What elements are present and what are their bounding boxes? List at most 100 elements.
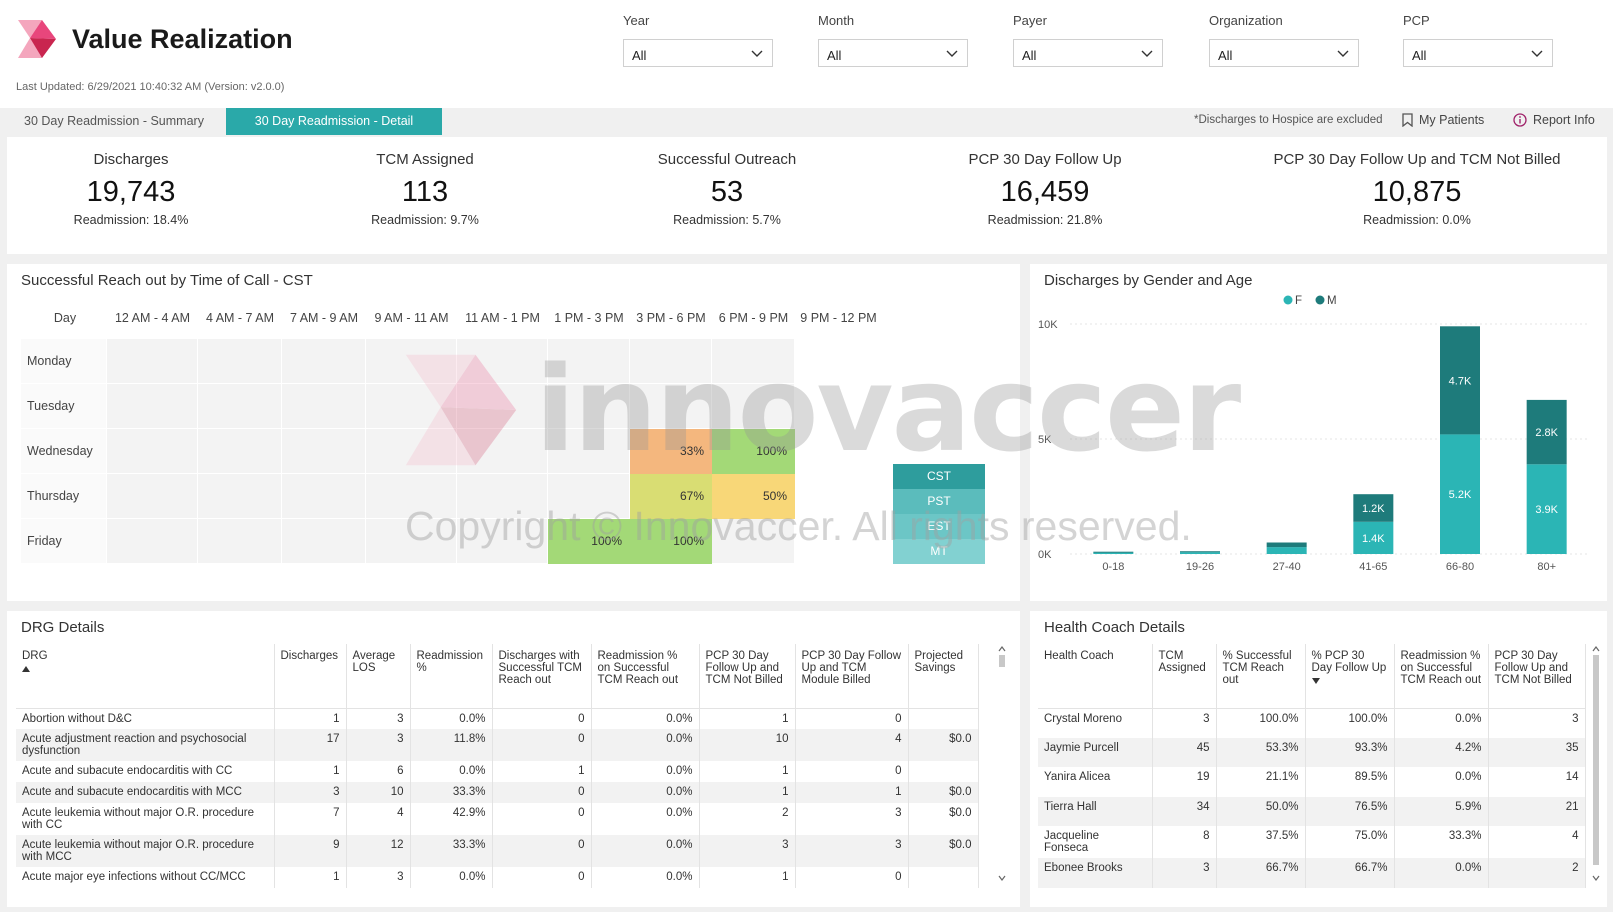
- table-row[interactable]: Jacqueline Fonseca 8 37.5% 75.0% 33.3% 4: [1038, 826, 1586, 858]
- heatmap-cell[interactable]: [630, 384, 712, 429]
- heatmap-cell[interactable]: [457, 429, 548, 474]
- column-header[interactable]: PCP 30 Day Follow Up and TCM Not Billed: [699, 644, 796, 709]
- bar-segment-F[interactable]: [1526, 464, 1567, 554]
- column-header[interactable]: TCM Assigned: [1152, 644, 1217, 709]
- timezone-legend-item[interactable]: CST: [893, 464, 985, 489]
- bar-segment-F[interactable]: [1180, 552, 1220, 554]
- scroll-up-icon[interactable]: [1591, 644, 1601, 654]
- bar-segment-M[interactable]: [1526, 399, 1567, 465]
- column-header[interactable]: PCP 30 Day Follow Up and TCM Module Bill…: [795, 644, 909, 709]
- table-row[interactable]: Abortion without D&C 1 3 0.0% 0 0.0% 1 0: [16, 708, 979, 729]
- timezone-legend-item[interactable]: MT: [893, 539, 985, 564]
- column-header[interactable]: Health Coach: [1038, 644, 1153, 709]
- table-row[interactable]: Acute major eye infections without CC/MC…: [16, 867, 979, 888]
- table-row[interactable]: Acute leukemia without major O.R. proced…: [16, 835, 979, 867]
- heatmap-value-cell[interactable]: 100%: [712, 429, 795, 474]
- my-patients-link[interactable]: My Patients: [1402, 113, 1484, 127]
- heatmap-cell[interactable]: [712, 384, 795, 429]
- timezone-legend-item[interactable]: PST: [893, 489, 985, 514]
- bar-segment-M[interactable]: [1180, 551, 1220, 553]
- column-header[interactable]: DRG: [16, 644, 275, 709]
- bar-segment-F[interactable]: [1440, 434, 1480, 554]
- heatmap-cell[interactable]: [457, 384, 548, 429]
- heatmap-cell[interactable]: [282, 384, 366, 429]
- health-coach-scroll-thumb[interactable]: [1593, 655, 1599, 865]
- health-coach-scrollbar[interactable]: [1591, 641, 1601, 891]
- heatmap-cell[interactable]: [548, 384, 630, 429]
- filter-organization-dropdown[interactable]: All: [1209, 39, 1359, 67]
- heatmap-cell[interactable]: [548, 339, 630, 384]
- filter-payer-dropdown[interactable]: All: [1013, 39, 1163, 67]
- heatmap-cell[interactable]: [107, 519, 198, 564]
- table-row[interactable]: Acute adjustment reaction and psychosoci…: [16, 729, 979, 761]
- column-header[interactable]: Discharges with Successful TCM Reach out: [492, 644, 592, 709]
- heatmap-cell[interactable]: [198, 429, 282, 474]
- drg-scroll-thumb[interactable]: [999, 655, 1005, 667]
- heatmap-cell[interactable]: [282, 339, 366, 384]
- filter-pcp-dropdown[interactable]: All: [1403, 39, 1553, 67]
- heatmap-cell[interactable]: [548, 474, 630, 519]
- scroll-up-icon[interactable]: [997, 644, 1007, 654]
- bar-segment-F[interactable]: [1353, 521, 1394, 554]
- table-row[interactable]: Acute and subacute endocarditis with CC 1…: [16, 761, 979, 782]
- heatmap-cell[interactable]: [107, 339, 198, 384]
- column-header[interactable]: Readmission % on Successful TCM Reach ou…: [1394, 644, 1489, 709]
- heatmap-cell[interactable]: [198, 384, 282, 429]
- table-row[interactable]: Acute and subacute endocarditis with MCC…: [16, 782, 979, 803]
- heatmap-value-cell[interactable]: 50%: [712, 474, 795, 519]
- column-header[interactable]: Discharges: [274, 644, 347, 709]
- scroll-down-icon[interactable]: [1591, 873, 1601, 883]
- heatmap-cell[interactable]: [366, 384, 457, 429]
- table-row[interactable]: Jaymie Purcell 45 53.3% 93.3% 4.2% 35: [1038, 737, 1586, 767]
- heatmap-cell[interactable]: [198, 474, 282, 519]
- heatmap-cell[interactable]: [366, 519, 457, 564]
- column-header[interactable]: % PCP 30 Day Follow Up: [1305, 644, 1395, 709]
- report-info-link[interactable]: Report Info: [1513, 113, 1595, 127]
- heatmap-cell[interactable]: [795, 429, 796, 474]
- column-header[interactable]: Readmission %: [410, 644, 493, 709]
- drg-scrollbar[interactable]: [997, 641, 1007, 891]
- heatmap-cell[interactable]: [457, 474, 548, 519]
- heatmap-cell[interactable]: [107, 384, 198, 429]
- heatmap-cell[interactable]: [795, 474, 796, 519]
- heatmap-cell[interactable]: [282, 429, 366, 474]
- heatmap-cell[interactable]: [795, 339, 796, 384]
- heatmap-cell[interactable]: [712, 519, 795, 564]
- heatmap-cell[interactable]: [366, 339, 457, 384]
- heatmap-value-cell[interactable]: 100%: [630, 519, 712, 564]
- column-header[interactable]: Average LOS: [346, 644, 411, 709]
- scroll-down-icon[interactable]: [997, 873, 1007, 883]
- heatmap-cell[interactable]: [198, 339, 282, 384]
- bar-segment-F[interactable]: [1093, 552, 1134, 554]
- heatmap-cell[interactable]: [795, 384, 796, 429]
- table-row[interactable]: Yanira Alicea 19 21.1% 89.5% 0.0% 14: [1038, 767, 1586, 797]
- heatmap-value-cell[interactable]: 33%: [630, 429, 712, 474]
- tab-summary[interactable]: 30 Day Readmission - Summary: [24, 114, 204, 128]
- heatmap-cell[interactable]: [548, 429, 630, 474]
- heatmap-cell[interactable]: [795, 519, 796, 564]
- heatmap-cell[interactable]: [198, 519, 282, 564]
- table-row[interactable]: Tierra Hall 34 50.0% 76.5% 5.9% 21: [1038, 796, 1586, 826]
- heatmap-cell[interactable]: [107, 429, 198, 474]
- bar-segment-M[interactable]: [1353, 494, 1394, 522]
- timezone-legend-item[interactable]: EST: [893, 514, 985, 539]
- heatmap-value-cell[interactable]: 100%: [548, 519, 630, 564]
- heatmap-cell[interactable]: [282, 519, 366, 564]
- bar-segment-M[interactable]: [1266, 542, 1307, 548]
- filter-year-dropdown[interactable]: All: [623, 39, 773, 67]
- heatmap-cell[interactable]: [457, 339, 548, 384]
- bar-segment-M[interactable]: [1440, 326, 1480, 435]
- heatmap-cell[interactable]: [366, 474, 457, 519]
- bar-segment-M[interactable]: [1093, 551, 1134, 553]
- bar-segment-F[interactable]: [1266, 547, 1307, 554]
- heatmap-cell[interactable]: [282, 474, 366, 519]
- heatmap-cell[interactable]: [457, 519, 548, 564]
- heatmap-cell[interactable]: [107, 474, 198, 519]
- table-row[interactable]: Ebonee Brooks 3 66.7% 66.7% 0.0% 2: [1038, 858, 1586, 888]
- column-header[interactable]: Readmission % on Successful TCM Reach ou…: [591, 644, 700, 709]
- column-header[interactable]: Projected Savings: [908, 644, 979, 709]
- tab-detail[interactable]: 30 Day Readmission - Detail: [226, 108, 442, 135]
- heatmap-value-cell[interactable]: 67%: [630, 474, 712, 519]
- column-header[interactable]: PCP 30 Day Follow Up and TCM Not Billed: [1488, 644, 1586, 709]
- column-header[interactable]: % Successful TCM Reach out: [1216, 644, 1306, 709]
